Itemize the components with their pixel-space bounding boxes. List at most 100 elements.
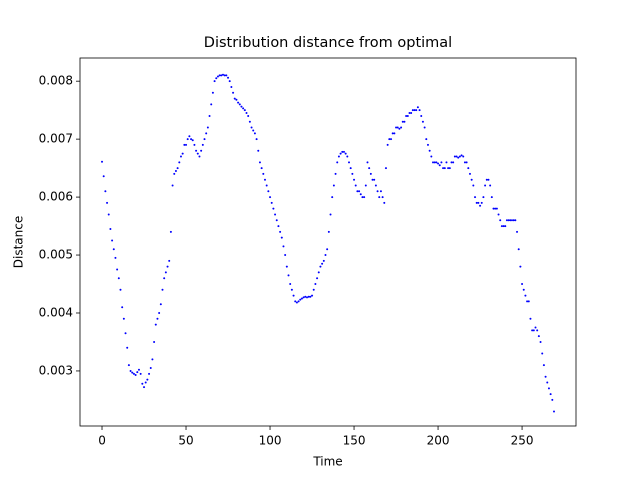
point: [492, 207, 495, 210]
point: [366, 161, 369, 164]
point: [154, 323, 157, 326]
point: [337, 155, 340, 158]
point: [122, 317, 125, 320]
point: [230, 85, 233, 88]
point: [242, 107, 245, 110]
point: [232, 91, 235, 94]
point: [131, 371, 134, 374]
point: [132, 372, 135, 375]
point: [443, 167, 446, 170]
point: [179, 155, 182, 158]
point: [223, 74, 226, 77]
point: [188, 135, 191, 138]
point: [205, 132, 208, 135]
point: [400, 126, 403, 129]
point: [326, 248, 329, 251]
point: [460, 154, 463, 157]
point: [465, 161, 468, 164]
point: [299, 298, 302, 301]
point: [200, 149, 203, 152]
point: [309, 295, 312, 298]
point: [379, 190, 382, 193]
point: [415, 109, 418, 112]
point: [364, 184, 367, 187]
point: [282, 245, 285, 248]
point: [304, 295, 307, 298]
point: [161, 288, 164, 291]
point: [432, 161, 435, 164]
point: [146, 378, 149, 381]
point: [450, 161, 453, 164]
point: [524, 294, 527, 297]
point: [405, 114, 408, 117]
point: [316, 277, 319, 280]
point: [447, 167, 450, 170]
point: [102, 175, 105, 178]
point: [497, 213, 500, 216]
point: [388, 138, 391, 141]
point: [183, 143, 186, 146]
point: [272, 207, 275, 210]
point: [233, 97, 236, 100]
point: [546, 381, 549, 384]
x-tick-label: 150: [343, 434, 366, 448]
point: [519, 265, 522, 268]
point: [311, 294, 314, 297]
point: [529, 317, 532, 320]
point: [119, 288, 122, 291]
point: [136, 371, 139, 374]
point: [190, 138, 193, 141]
point: [126, 346, 129, 349]
point: [410, 112, 413, 115]
point: [425, 138, 428, 141]
point: [458, 155, 461, 158]
y-tick-label: 0.008: [39, 74, 73, 88]
point: [516, 230, 519, 233]
point: [512, 219, 515, 222]
point: [228, 80, 231, 83]
point: [549, 393, 552, 396]
point: [421, 120, 424, 123]
point: [359, 193, 362, 196]
point: [489, 184, 492, 187]
point: [420, 114, 423, 117]
point: [406, 114, 409, 117]
point: [358, 190, 361, 193]
point: [361, 196, 364, 199]
point: [238, 103, 241, 106]
y-tick-label: 0.005: [39, 248, 73, 262]
point: [537, 335, 540, 338]
point: [279, 230, 282, 233]
point: [206, 126, 209, 129]
point: [490, 196, 493, 199]
point: [504, 225, 507, 228]
point: [505, 219, 508, 222]
point: [437, 162, 440, 165]
point: [285, 265, 288, 268]
point: [396, 126, 399, 129]
point: [470, 178, 473, 181]
y-tick-label: 0.004: [39, 305, 73, 319]
point: [536, 329, 539, 332]
point: [383, 201, 386, 204]
point: [149, 367, 152, 370]
point: [356, 190, 359, 193]
point: [474, 196, 477, 199]
point: [322, 259, 325, 262]
point: [433, 161, 436, 164]
point: [253, 132, 256, 135]
point: [141, 382, 144, 385]
point: [193, 143, 196, 146]
point: [452, 161, 455, 164]
point: [368, 167, 371, 170]
x-tick-label: 50: [178, 434, 193, 448]
point: [225, 74, 228, 77]
point: [198, 155, 201, 158]
point: [292, 294, 295, 297]
point: [472, 184, 475, 187]
point: [329, 213, 332, 216]
point: [134, 374, 137, 377]
point: [374, 184, 377, 187]
x-axis-label: Time: [312, 455, 342, 469]
